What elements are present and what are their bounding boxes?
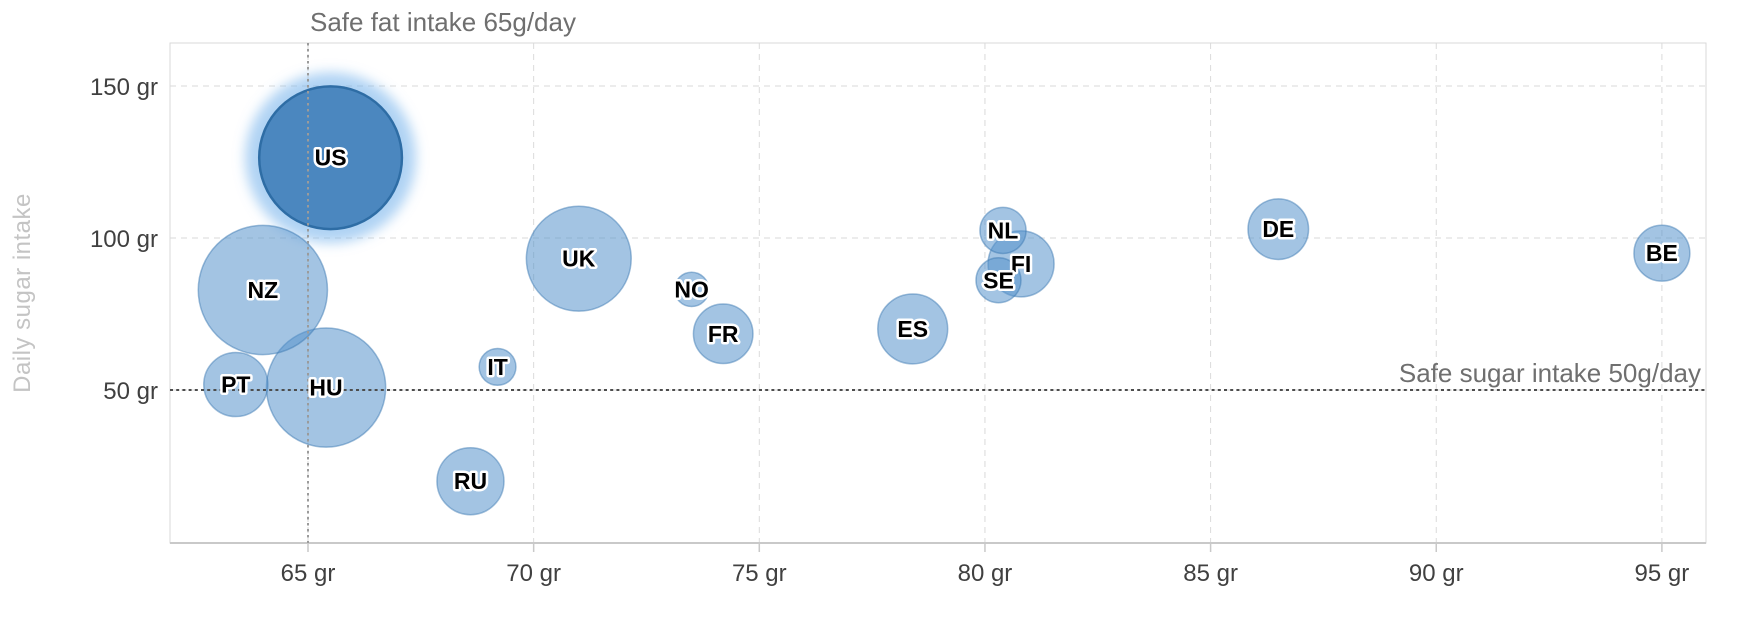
- y-tick-label: 100 gr: [90, 226, 158, 253]
- bubble-es[interactable]: [877, 293, 949, 365]
- bubble-ru[interactable]: [436, 446, 505, 516]
- y-tick-label: 50 gr: [103, 378, 158, 405]
- bubble-pt[interactable]: [203, 351, 269, 418]
- x-tick-label: 85 gr: [1183, 560, 1238, 587]
- bubble-fr[interactable]: [692, 303, 754, 365]
- safe-sugar-plotline-label: Safe sugar intake 50g/day: [1399, 358, 1701, 388]
- x-tick-label: 75 gr: [732, 560, 787, 587]
- bubble-be[interactable]: [1633, 224, 1691, 282]
- safe-fat-plotline-label: Safe fat intake 65g/day: [310, 7, 576, 37]
- bubbles-layer: [197, 72, 1691, 516]
- plot-lines-layer: [170, 43, 1706, 543]
- tick-labels-layer: 65 gr 70 gr 75 gr 80 gr 85 gr 90 gr 95 gr 50 gr…: [90, 74, 1689, 587]
- x-tick-label: 65 gr: [281, 560, 336, 587]
- bubble-nz[interactable]: [197, 224, 329, 356]
- x-tick-label: 90 gr: [1409, 560, 1464, 587]
- x-tick-label: 70 gr: [506, 560, 561, 587]
- tick-marks-layer: [307, 543, 1663, 552]
- y-tick-label: 150 gr: [90, 74, 158, 101]
- bubble-no[interactable]: [673, 271, 710, 308]
- x-tick-label: 95 gr: [1635, 560, 1690, 587]
- y-axis-title: Daily sugar intake: [9, 193, 36, 393]
- bubble-us[interactable]: [257, 85, 404, 231]
- bubble-nl[interactable]: [979, 206, 1027, 255]
- bubble-se[interactable]: [975, 257, 1022, 304]
- bubble-de[interactable]: [1247, 198, 1310, 261]
- x-tick-label: 80 gr: [958, 560, 1013, 587]
- bubble-it[interactable]: [478, 347, 517, 387]
- bubble-uk[interactable]: [525, 205, 632, 312]
